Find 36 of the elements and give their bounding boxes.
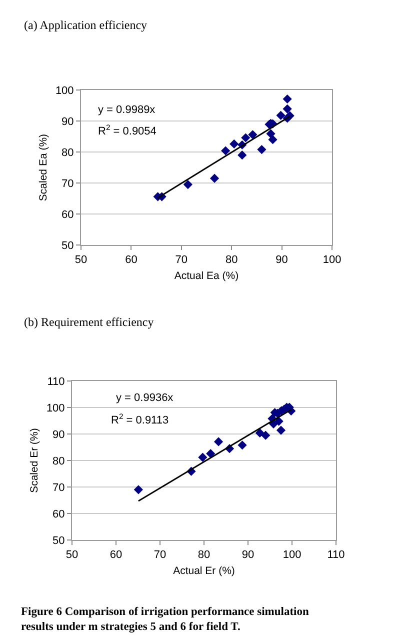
y-tick-label: 100 <box>46 402 65 414</box>
y-tick-label: 50 <box>62 240 74 252</box>
y-tick-label: 50 <box>52 534 65 547</box>
y-axis-title: Scaled Ea (%) <box>37 134 50 202</box>
y-tick-label: 70 <box>62 178 74 190</box>
x-axis-title: Actual Er (%) <box>173 565 235 578</box>
x-tick-label: 90 <box>242 549 254 562</box>
x-tick-label: 80 <box>198 549 210 562</box>
annotation: R$^{2}$ = 0.9113 <box>111 412 169 427</box>
y-tick-label: 70 <box>52 482 65 494</box>
y-tick-label: 80 <box>62 146 74 159</box>
x-tick-label: 100 <box>282 549 302 562</box>
y-tick-label: 90 <box>52 428 65 441</box>
y-tick-label: 110 <box>47 376 65 388</box>
chart-title: (b) Requirement efficiency <box>24 315 154 330</box>
caption: Figure 6 Comparison of irrigation performance simulation results under m strategies 5 and 6 for field T. <box>21 606 310 633</box>
x-tick-label: 70 <box>154 549 166 562</box>
x-tick-label: 70 <box>175 254 188 266</box>
x-tick-label: 90 <box>276 254 288 266</box>
y-tick-label: 60 <box>52 508 65 520</box>
x-tick-label: 80 <box>225 254 238 266</box>
y-tick-label: 100 <box>55 84 74 97</box>
y-tick-label: 90 <box>62 116 74 128</box>
x-axis-title: Actual Ea (%) <box>174 270 239 282</box>
x-tick-label: 110 <box>327 549 345 562</box>
annotation: y = 0.9989x <box>98 104 156 116</box>
annotation: R$^{2}$ = 0.9054 <box>98 123 156 138</box>
y-axis-title: Scaled Er (%) <box>28 428 40 493</box>
x-tick-label: 50 <box>74 254 88 266</box>
chart-title: (a) Application efficiency <box>24 18 148 32</box>
x-tick-label: 100 <box>322 254 342 266</box>
annotation: y = 0.9936x <box>116 392 174 404</box>
x-tick-label: 60 <box>125 254 138 266</box>
y-tick-label: 60 <box>62 208 74 221</box>
y-tick-label: 80 <box>52 455 65 468</box>
x-tick-label: 60 <box>110 549 122 562</box>
